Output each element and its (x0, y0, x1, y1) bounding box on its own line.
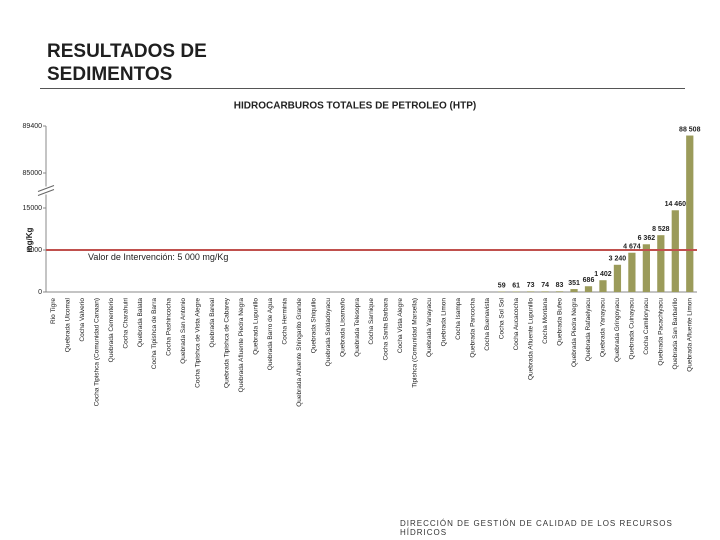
bar (527, 291, 535, 292)
x-tick-label: Cocha Pashincocha (166, 298, 173, 356)
value-label: 88 508 (679, 126, 701, 133)
x-tick-label: Cocha Santa Barbara (383, 298, 390, 361)
bar (628, 252, 636, 292)
x-tick-label: Cocha Tipishca (Comunidad Canaan) (93, 298, 100, 406)
reference-label: Valor de Intervención: 5 000 mg/Kg (88, 252, 229, 262)
bar (657, 235, 665, 292)
bar (642, 244, 650, 292)
bar (570, 289, 578, 292)
slide-title-line: RESULTADOS DE (47, 41, 207, 62)
value-label: 8 528 (652, 226, 670, 233)
x-tick-label: Quebrada Afluente Piedra Negra (238, 298, 245, 393)
value-label: 3 240 (609, 256, 627, 263)
value-label: 14 460 (665, 201, 687, 208)
slide-title: RESULTADOS DE SEDIMENTOS (47, 40, 207, 86)
x-tick-label: Quebrada Pacachiyacu (658, 298, 665, 366)
x-tick-label: Quebrada Afluente Shingarito Grande (296, 298, 303, 407)
chart-title: HIDROCARBUROS TOTALES DE PETROLEO (HTP) (234, 101, 476, 112)
bar (512, 291, 520, 292)
bar (541, 291, 549, 292)
x-tick-label: Quebrada Afluente Lupunillo (527, 298, 534, 380)
x-tick-label: Quebrada Cuinayacu (629, 298, 636, 360)
x-tick-label: Cocha Sarnique (368, 298, 375, 345)
x-tick-label: Quebrada Yanayacu (600, 298, 607, 357)
value-label: 59 (498, 282, 506, 289)
footer: DIRECCIÓN DE GESTIÓN DE CALIDAD DE LOS R… (400, 519, 673, 537)
x-tick-label: Quebrada Yanayacu (426, 298, 433, 357)
y-tick-label: 5000 (26, 247, 42, 254)
x-tick-label: Cocha Tipishca de Barra (151, 298, 158, 370)
y-tick-label: 85000 (23, 170, 43, 177)
x-tick-label: Quebrada Cementerio (108, 298, 115, 363)
y-axis-label: mg/Kg (25, 227, 34, 252)
x-tick-label: Cocha Valverio (79, 298, 86, 342)
x-tick-label: Cocha Vista Alegre (397, 298, 404, 354)
x-tick-label: Quebrada Ulcomal (64, 297, 71, 352)
x-tick-label: Tipishca (Comunidad Marsella) (412, 298, 419, 388)
x-tick-label: Rio Tigre (50, 298, 57, 324)
y-tick-label: 89400 (23, 123, 43, 130)
y-tick-label: 0 (38, 289, 42, 296)
x-tick-label: Cocha Camiloryacu (643, 298, 650, 355)
x-tick-label: Quebrada Gringoyacu (614, 298, 621, 362)
x-tick-label: Quebrada Barro de Agua (267, 298, 274, 371)
x-tick-label: Cocha Charahuiri (122, 298, 129, 349)
x-tick-label: Cocha Sol Sol (498, 297, 505, 339)
x-tick-label: Quebrada Afluente Limon (686, 298, 693, 372)
axis-break-mark (37, 189, 55, 196)
x-tick-label: Quebrada Soldadoyacu (325, 298, 332, 367)
x-tick-label: Quebrada Lupunillo (252, 298, 259, 355)
x-tick-label: Quebrada Bareal (209, 297, 216, 347)
axis-break (38, 186, 54, 195)
bar (584, 286, 593, 292)
value-label: 6 362 (638, 235, 656, 242)
x-tick-label: Cocha Herminia (281, 298, 288, 345)
x-tick-label: Cocha Buenavista (484, 298, 491, 351)
value-label: 1 402 (594, 271, 612, 278)
axis-break-mark (37, 185, 55, 192)
y-tick-label: 15000 (23, 205, 43, 212)
x-tick-label: Quebrada Tipishca de Cabarey (224, 297, 231, 388)
x-tick-label: Quebrada Lisamaño (339, 298, 346, 357)
x-tick-label: Quebrada Balata (137, 298, 144, 348)
x-tick-label: Quebrada Limon (441, 298, 448, 347)
reference-label-box: Valor de Intervención: 5 000 mg/Kg (88, 252, 229, 262)
bar (671, 210, 679, 292)
value-label: 4 674 (623, 244, 641, 251)
x-tick-label: Quebrada San Barbarillo (672, 298, 679, 370)
value-label: 351 (568, 280, 580, 287)
value-label: 73 (527, 282, 535, 289)
x-tick-label: Quebrada Pancocha (469, 298, 476, 358)
x-tick-label: Quebrada Bufeo (556, 298, 563, 346)
value-label: 74 (541, 282, 549, 289)
bar (686, 135, 694, 292)
bar (613, 264, 622, 292)
x-tick-label: Quebrada Rafaelyacu (585, 298, 592, 362)
chart: HIDROCARBUROS TOTALES DE PETROLEO (HTP) … (23, 101, 701, 407)
value-label: 61 (512, 282, 520, 289)
value-label: 83 (556, 282, 564, 289)
x-tick-label: Cocha Aucacocha (513, 298, 520, 351)
x-tick-label: Quebrada Telesopra (354, 298, 361, 357)
title-rule (40, 88, 685, 89)
x-tick-label: Cocha Montana (542, 298, 549, 344)
value-label: 686 (583, 277, 595, 284)
x-tick-label: Cocha Isampa (455, 298, 462, 340)
x-tick-label: Quebrada Shiquilio (310, 298, 317, 354)
bar (555, 291, 564, 292)
x-tick-label: Quebrada Piedra Negra (571, 298, 578, 367)
slide-title-line: SEDIMENTOS (47, 64, 173, 85)
bar (599, 280, 607, 292)
x-tick-label: Cocha Tipishca de Vista Alegre (195, 298, 202, 388)
x-tick-label: Quebrada San Antonio (180, 298, 187, 364)
